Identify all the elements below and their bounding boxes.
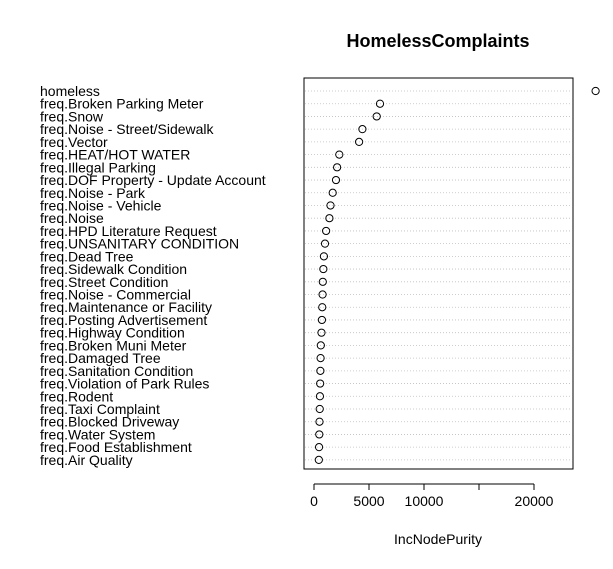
category-label: freq.Street Condition xyxy=(40,274,168,290)
data-point xyxy=(591,86,600,96)
data-point xyxy=(319,264,328,274)
data-point xyxy=(316,366,325,375)
category-label: freq.Vector xyxy=(40,134,108,150)
category-label: freq.Broken Parking Meter xyxy=(40,96,204,112)
data-point xyxy=(331,175,341,185)
category-label: freq.Sanitation Condition xyxy=(40,363,193,379)
x-tick-label: 0 xyxy=(310,493,318,509)
category-label: freq.Highway Condition xyxy=(40,325,185,341)
data-point xyxy=(318,303,327,312)
category-label: freq.Posting Advertisement xyxy=(40,312,207,328)
data-point xyxy=(328,188,337,197)
x-tick-label: 5000 xyxy=(353,493,384,509)
category-label: freq.Snow xyxy=(40,108,104,124)
data-point xyxy=(314,455,323,464)
category-label: freq.Illegal Parking xyxy=(40,159,156,175)
data-point xyxy=(335,150,344,159)
data-point xyxy=(317,315,327,325)
category-label: freq.Maintenance or Facility xyxy=(40,299,212,315)
data-point xyxy=(316,379,325,388)
data-point xyxy=(372,112,381,121)
data-point xyxy=(375,99,385,108)
category-label: freq.Violation of Park Rules xyxy=(40,376,209,392)
data-point xyxy=(358,125,367,134)
category-label: freq.Blocked Driveway xyxy=(40,414,179,430)
data-point xyxy=(316,354,325,363)
data-point xyxy=(325,214,334,223)
x-tick-label: 10000 xyxy=(405,493,444,509)
plot-frame xyxy=(303,77,574,470)
category-label: freq.Noise - Vehicle xyxy=(40,197,162,213)
category-label: freq.UNSANITARY CONDITION xyxy=(40,236,239,252)
category-label: freq.Noise xyxy=(40,210,104,226)
data-point xyxy=(315,430,324,439)
category-label: freq.Noise - Commercial xyxy=(40,287,191,303)
data-point xyxy=(355,137,364,146)
category-label: homeless xyxy=(40,83,100,99)
data-point xyxy=(315,392,325,401)
category-label: freq.Food Establishment xyxy=(40,439,192,455)
x-tick-label: 20000 xyxy=(515,493,554,509)
category-label: freq.Damaged Tree xyxy=(40,350,161,366)
category-label: freq.Dead Tree xyxy=(40,248,134,264)
x-axis-title: IncNodePurity xyxy=(394,531,482,547)
data-point xyxy=(316,341,325,350)
data-point xyxy=(318,290,327,299)
data-point xyxy=(320,239,330,248)
category-label: freq.Noise - Park xyxy=(40,185,146,201)
category-label: freq.Noise - Street/Sidewalk xyxy=(40,121,215,137)
data-point xyxy=(319,252,328,261)
data-point xyxy=(314,443,324,452)
data-point xyxy=(326,201,335,210)
category-label: freq.Water System xyxy=(40,426,155,442)
data-point xyxy=(318,277,327,286)
category-label: freq.Rodent xyxy=(40,388,113,404)
data-point xyxy=(315,417,324,426)
data-points xyxy=(314,86,600,464)
category-label: freq.Broken Muni Meter xyxy=(40,337,187,353)
category-label: freq.Sidewalk Condition xyxy=(40,261,187,277)
gridlines xyxy=(305,90,572,461)
data-point xyxy=(315,404,324,414)
data-point xyxy=(322,226,331,236)
data-point xyxy=(333,163,342,172)
category-label: freq.Air Quality xyxy=(40,452,133,468)
category-label: freq.DOF Property - Update Account xyxy=(40,172,266,188)
data-point xyxy=(317,328,326,337)
category-label: freq.Taxi Complaint xyxy=(40,401,160,417)
chart-title: HomelessComplaints xyxy=(346,31,529,51)
category-label: freq.HPD Literature Request xyxy=(40,223,217,239)
category-label: freq.HEAT/HOT WATER xyxy=(40,147,190,163)
x-axis: 0 5000 10000 20000 xyxy=(310,483,554,509)
